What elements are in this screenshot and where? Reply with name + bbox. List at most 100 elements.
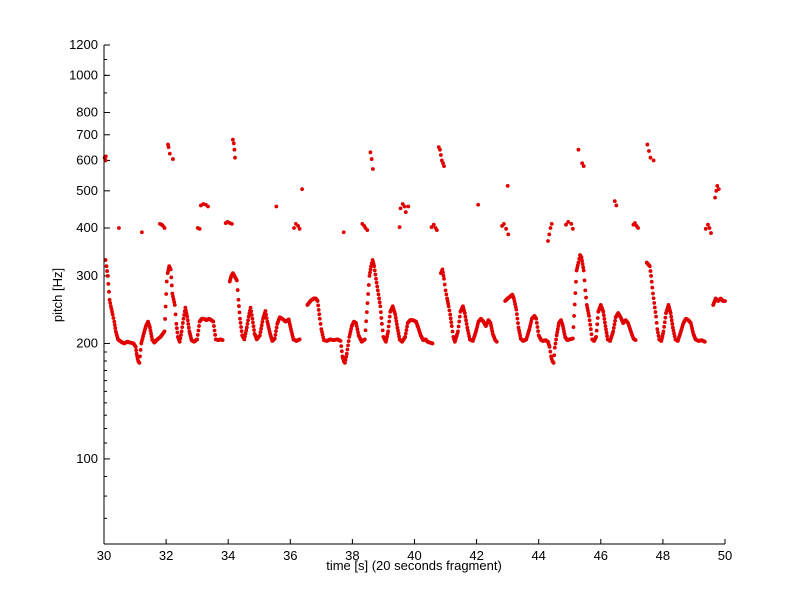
pitch-point [354, 324, 359, 329]
x-tick-label: 36 [283, 548, 297, 563]
harmonic-point [139, 230, 144, 235]
pitch-point [346, 343, 350, 348]
pitch-point [652, 305, 657, 310]
pitch-point [446, 304, 451, 309]
pitch-point [134, 348, 139, 353]
pitch-point [672, 331, 676, 336]
harmonic-point [648, 155, 653, 160]
pitch-point [148, 325, 152, 330]
harmonic-point [548, 226, 553, 230]
harmonic-point [365, 228, 370, 232]
pitch-point [671, 328, 676, 333]
pitch-point [551, 360, 556, 365]
pitch-point [113, 326, 118, 331]
pitch-point [448, 316, 453, 321]
pitch-point [395, 325, 400, 330]
harmonic-point [231, 141, 236, 146]
harmonic-point [633, 221, 637, 225]
pitch-point [354, 321, 359, 325]
pitch-point [344, 354, 349, 359]
pitch-point [104, 264, 109, 269]
pitch-point [355, 327, 360, 332]
harmonic-point [651, 158, 656, 163]
pitch-point [343, 360, 347, 365]
pitch-point [258, 330, 263, 334]
pitch-point [457, 314, 462, 319]
harmonic-point [570, 226, 575, 231]
pitch-point [573, 291, 578, 296]
pitch-point [556, 324, 561, 329]
harmonic-point [300, 187, 304, 192]
pitch-point [169, 283, 174, 288]
harmonic-point [406, 204, 411, 209]
harmonic-point [547, 232, 552, 237]
harmonic-point [117, 226, 121, 230]
pitch-point [106, 281, 111, 286]
pitch-point [572, 313, 576, 318]
y-tick-label: 100 [76, 451, 98, 466]
pitch-point [465, 325, 470, 330]
pitch-point [379, 321, 384, 326]
pitch-point [164, 292, 169, 296]
harmonic-point [581, 164, 586, 169]
pitch-point [466, 328, 470, 333]
pitch-point [554, 337, 558, 342]
pitch-point [239, 329, 244, 334]
pitch-point [555, 327, 560, 332]
pitch-point [234, 278, 239, 283]
y-tick-label: 700 [76, 127, 98, 142]
pitch-point [547, 344, 552, 349]
harmonic-point [442, 164, 446, 169]
pitch-point [171, 297, 176, 302]
x-tick-label: 32 [159, 548, 173, 563]
pitch-point [588, 322, 593, 327]
pitch-point [375, 284, 380, 289]
y-tick-label: 1200 [69, 37, 98, 52]
pitch-point [112, 322, 117, 327]
pitch-point [111, 316, 116, 320]
pitch-point [555, 330, 560, 335]
harmonic-point [636, 226, 640, 230]
pitch-point [456, 324, 461, 329]
harmonic-point [103, 154, 108, 159]
pitch-point [467, 334, 472, 339]
pitch-point [603, 324, 608, 328]
pitch-point [164, 279, 169, 284]
pitch-point [183, 305, 188, 310]
pitch-point [318, 322, 323, 326]
harmonic-point [645, 142, 650, 147]
harmonic-point [166, 145, 171, 150]
harmonic-point [716, 187, 721, 192]
harmonic-point [369, 157, 374, 161]
pitch-point [174, 321, 179, 326]
pitch-point [654, 320, 659, 325]
pitch-point [172, 300, 177, 304]
pitch-point [604, 330, 609, 335]
pitch-point [582, 278, 587, 283]
pitch-point [137, 360, 142, 365]
pitch-point [178, 336, 183, 341]
harmonic-point [438, 147, 442, 152]
pitch-point [244, 328, 249, 333]
pitch-point [589, 332, 594, 337]
pitch-point [264, 316, 269, 320]
pitch-point [235, 288, 240, 292]
pitch-point [651, 296, 656, 301]
pitch-point [149, 331, 153, 336]
pitch-point [553, 341, 558, 346]
pitch-point [197, 324, 201, 328]
pitch-point [356, 330, 360, 335]
harmonic-point [647, 149, 651, 153]
pitch-point [196, 328, 201, 333]
pitch-point [297, 337, 302, 342]
harmonic-point [707, 226, 712, 230]
y-tick-label: 200 [76, 335, 98, 350]
harmonic-point [438, 153, 443, 157]
harmonic-point [566, 219, 571, 224]
pitch-point [364, 310, 369, 315]
harmonic-point [274, 204, 279, 209]
pitch-point [180, 325, 185, 330]
pitch-point [186, 325, 191, 330]
harmonic-point [546, 239, 550, 243]
pitch-point [274, 329, 278, 334]
